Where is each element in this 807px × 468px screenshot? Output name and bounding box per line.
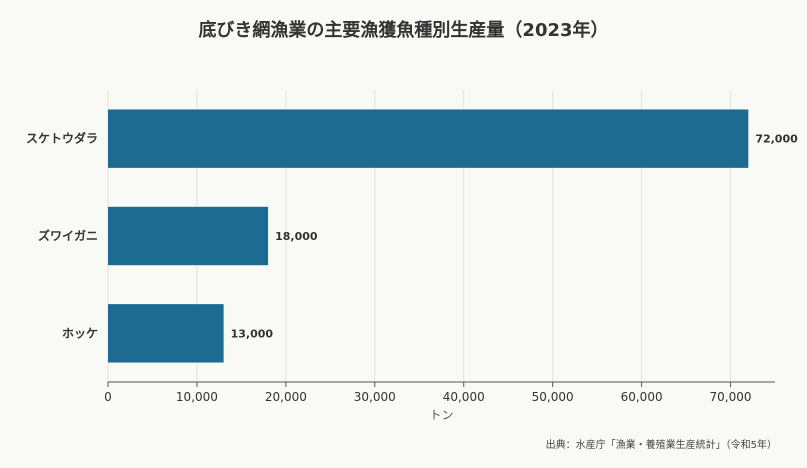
y-tick-label: ズワイガニ	[38, 228, 98, 243]
data-label: 13,000	[231, 327, 274, 340]
bar-1	[108, 206, 269, 266]
y-tick-label: ホッケ	[62, 326, 98, 340]
data-label: 18,000	[275, 230, 318, 243]
x-tick-label: 70,000	[710, 390, 752, 404]
bar-0	[108, 109, 749, 168]
source-note: 出典：水産庁「漁業・養殖業生産統計」（令和5年）	[545, 440, 777, 451]
x-tick-label: 60,000	[621, 390, 663, 404]
x-tick-label: 40,000	[443, 390, 485, 404]
y-tick-label: スケトウダラ	[26, 131, 98, 146]
data-label: 72,000	[755, 133, 798, 146]
x-tick-label: 30,000	[354, 390, 396, 404]
chart-title: 底びき網漁業の主要漁獲魚種別生産量（2023年）	[198, 20, 609, 41]
x-axis-title: トン	[429, 408, 453, 422]
x-tick-label: 20,000	[265, 390, 307, 404]
x-tick-label: 10,000	[176, 390, 218, 404]
bar-2	[108, 304, 224, 363]
x-tick-label: 50,000	[532, 390, 574, 404]
x-tick-label: 0	[104, 390, 112, 404]
